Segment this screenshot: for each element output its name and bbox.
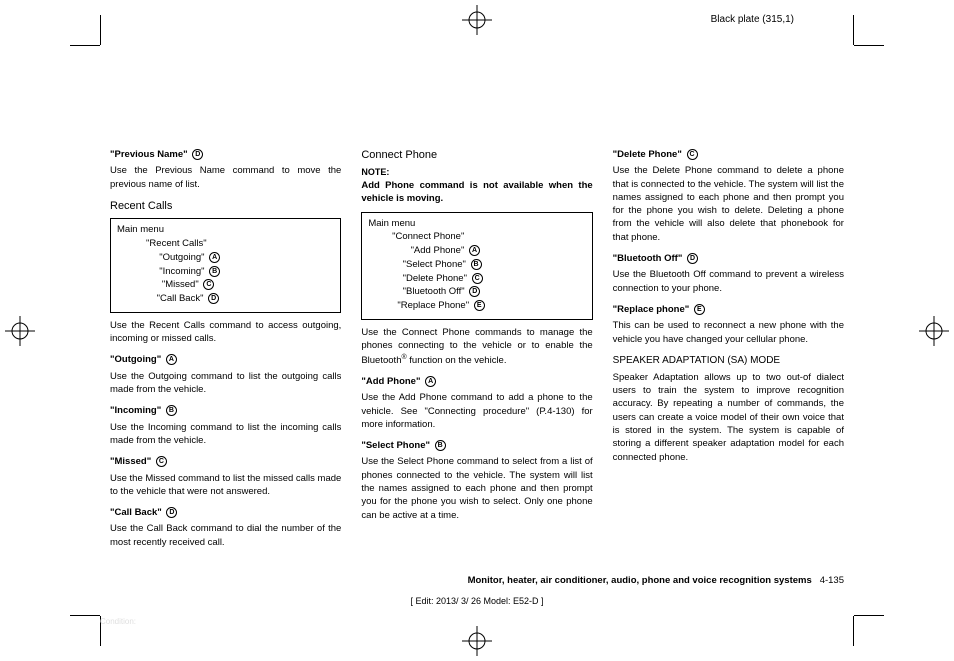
heading-speaker-adaptation: SPEAKER ADAPTATION (SA) MODE [613, 354, 844, 368]
column-3: "Delete Phone" C Use the Delete Phone co… [613, 140, 844, 571]
heading-missed: "Missed" C [110, 455, 341, 468]
registration-mark-icon [919, 316, 949, 346]
page-footer: Monitor, heater, air conditioner, audio,… [110, 575, 844, 606]
badge-c-icon: C [472, 273, 483, 284]
body-text: Use the Previous Name command to move th… [110, 164, 341, 191]
menu-line: Main menu [117, 223, 334, 237]
registration-mark-icon [462, 5, 492, 35]
badge-c-icon: C [156, 456, 167, 467]
crop-mark [854, 45, 884, 46]
menu-line: "Add Phone" A [368, 244, 585, 258]
body-text: Use the Add Phone command to add a phone… [361, 391, 592, 431]
badge-d-icon: D [192, 149, 203, 160]
heading-delete-phone: "Delete Phone" C [613, 148, 844, 161]
menu-line: "Recent Calls" [117, 237, 334, 251]
badge-e-icon: E [474, 300, 485, 311]
column-2: Connect Phone NOTE: Add Phone command is… [361, 140, 592, 571]
menu-box-recent-calls: Main menu "Recent Calls" "Outgoing" A "I… [110, 218, 341, 313]
crop-mark [853, 15, 854, 45]
menu-line: Main menu [368, 217, 585, 231]
heading-select-phone: "Select Phone" B [361, 439, 592, 452]
registration-mark-icon [5, 316, 35, 346]
crop-mark [70, 45, 100, 46]
badge-a-icon: A [469, 245, 480, 256]
menu-line: "Bluetooth Off" D [368, 285, 585, 299]
badge-a-icon: A [209, 252, 220, 263]
menu-line: "Select Phone" B [368, 258, 585, 272]
badge-c-icon: C [687, 149, 698, 160]
page-columns: "Previous Name" D Use the Previous Name … [110, 140, 844, 571]
badge-b-icon: B [435, 440, 446, 451]
body-text: Use the Call Back command to dial the nu… [110, 522, 341, 549]
badge-b-icon: B [471, 259, 482, 270]
menu-line: "Call Back" D [117, 292, 334, 306]
menu-line: "Outgoing" A [117, 251, 334, 265]
crop-mark [853, 616, 854, 646]
heading-recent-calls: Recent Calls [110, 199, 341, 214]
column-1: "Previous Name" D Use the Previous Name … [110, 140, 341, 571]
crop-mark [100, 15, 101, 45]
heading-previous-name: "Previous Name" D [110, 148, 341, 161]
badge-d-icon: D [687, 253, 698, 264]
menu-line: "Delete Phone" C [368, 272, 585, 286]
badge-a-icon: A [425, 376, 436, 387]
heading-bluetooth-off: "Bluetooth Off" D [613, 252, 844, 265]
heading-replace-phone: "Replace phone" E [613, 303, 844, 316]
body-text: Use the Recent Calls command to access o… [110, 319, 341, 346]
badge-b-icon: B [209, 266, 220, 277]
badge-a-icon: A [166, 354, 177, 365]
crop-mark [854, 615, 884, 616]
note-label: NOTE: [361, 166, 592, 179]
body-text: Use the Bluetooth Off command to prevent… [613, 268, 844, 295]
body-text: Speaker Adaptation allows up to two out-… [613, 371, 844, 464]
body-text: This can be used to reconnect a new phon… [613, 319, 844, 346]
menu-line: "Missed" C [117, 278, 334, 292]
body-text: Use the Outgoing command to list the out… [110, 370, 341, 397]
note-text: Add Phone command is not available when … [361, 179, 592, 206]
badge-b-icon: B [166, 405, 177, 416]
crop-mark [70, 615, 100, 616]
registration-mark-icon [462, 626, 492, 656]
badge-d-icon: D [208, 293, 219, 304]
footer-section-page: Monitor, heater, air conditioner, audio,… [110, 575, 844, 586]
heading-callback: "Call Back" D [110, 506, 341, 519]
heading-add-phone: "Add Phone" A [361, 375, 592, 388]
badge-d-icon: D [166, 507, 177, 518]
body-text: Use the Select Phone command to select f… [361, 455, 592, 521]
body-text: Use the Connect Phone commands to manage… [361, 326, 592, 367]
edit-info: [ Edit: 2013/ 3/ 26 Model: E52-D ] [110, 596, 844, 606]
heading-connect-phone: Connect Phone [361, 148, 592, 163]
badge-e-icon: E [694, 304, 705, 315]
badge-d-icon: D [469, 286, 480, 297]
body-text: Use the Incoming command to list the inc… [110, 421, 341, 448]
body-text: Use the Missed command to list the misse… [110, 472, 341, 499]
plate-info: Black plate (315,1) [711, 14, 794, 25]
badge-c-icon: C [203, 279, 214, 290]
menu-box-connect-phone: Main menu "Connect Phone" "Add Phone" A … [361, 212, 592, 320]
menu-line: "Connect Phone" [368, 230, 585, 244]
menu-line: "Incoming" B [117, 265, 334, 279]
body-text: Use the Delete Phone command to delete a… [613, 164, 844, 244]
heading-incoming: "Incoming" B [110, 404, 341, 417]
condition-label: Condition: [100, 617, 136, 626]
menu-line: "Replace Phone" E [368, 299, 585, 313]
heading-outgoing: "Outgoing" A [110, 353, 341, 366]
